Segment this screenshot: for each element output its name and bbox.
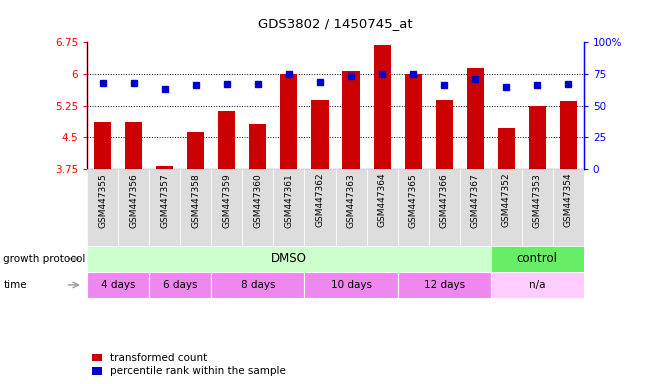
- Text: GDS3802 / 1450745_at: GDS3802 / 1450745_at: [258, 17, 413, 30]
- Bar: [94, 122, 111, 169]
- Bar: [242, 169, 274, 246]
- Bar: [250, 124, 266, 169]
- Bar: [491, 246, 584, 272]
- Bar: [125, 122, 142, 169]
- Text: 10 days: 10 days: [331, 280, 372, 290]
- Bar: [211, 272, 305, 298]
- Bar: [491, 272, 584, 298]
- Bar: [150, 169, 180, 246]
- Bar: [342, 71, 360, 169]
- Text: GSM447353: GSM447353: [533, 173, 541, 228]
- Text: GSM447363: GSM447363: [346, 173, 356, 228]
- Bar: [466, 68, 484, 169]
- Text: control: control: [517, 252, 558, 265]
- Bar: [187, 132, 205, 169]
- Text: GSM447365: GSM447365: [409, 173, 417, 228]
- Bar: [529, 106, 546, 169]
- Text: GSM447355: GSM447355: [98, 173, 107, 228]
- Bar: [553, 169, 584, 246]
- Bar: [87, 169, 118, 246]
- Bar: [218, 111, 236, 169]
- Text: 12 days: 12 days: [423, 280, 465, 290]
- Bar: [150, 272, 211, 298]
- Bar: [211, 169, 242, 246]
- Text: GSM447356: GSM447356: [130, 173, 138, 228]
- Bar: [405, 74, 421, 169]
- Text: GSM447361: GSM447361: [285, 173, 293, 228]
- Bar: [397, 169, 429, 246]
- Text: 8 days: 8 days: [241, 280, 275, 290]
- Text: GSM447358: GSM447358: [191, 173, 201, 228]
- Text: GSM447354: GSM447354: [564, 173, 573, 227]
- Bar: [305, 169, 336, 246]
- Bar: [156, 166, 173, 169]
- Bar: [87, 272, 150, 298]
- Text: GSM447366: GSM447366: [440, 173, 449, 228]
- Text: GSM447359: GSM447359: [222, 173, 231, 228]
- Bar: [560, 101, 577, 169]
- Bar: [522, 169, 553, 246]
- Bar: [274, 169, 305, 246]
- Text: GSM447364: GSM447364: [378, 173, 386, 227]
- Bar: [460, 169, 491, 246]
- Text: 4 days: 4 days: [101, 280, 136, 290]
- Bar: [311, 100, 329, 169]
- Text: time: time: [3, 280, 27, 290]
- Bar: [429, 169, 460, 246]
- Text: growth protocol: growth protocol: [3, 254, 86, 264]
- Legend: transformed count, percentile rank within the sample: transformed count, percentile rank withi…: [93, 353, 286, 376]
- Bar: [498, 127, 515, 169]
- Bar: [397, 272, 491, 298]
- Bar: [491, 169, 522, 246]
- Text: 6 days: 6 days: [163, 280, 197, 290]
- Text: GSM447360: GSM447360: [254, 173, 262, 228]
- Text: DMSO: DMSO: [271, 252, 307, 265]
- Text: n/a: n/a: [529, 280, 546, 290]
- Bar: [180, 169, 211, 246]
- Bar: [118, 169, 150, 246]
- Text: GSM447352: GSM447352: [502, 173, 511, 227]
- Text: GSM447367: GSM447367: [470, 173, 480, 228]
- Bar: [87, 246, 491, 272]
- Text: GSM447357: GSM447357: [160, 173, 169, 228]
- Bar: [305, 272, 397, 298]
- Bar: [374, 45, 391, 169]
- Bar: [435, 100, 453, 169]
- Bar: [280, 74, 297, 169]
- Text: GSM447362: GSM447362: [315, 173, 325, 227]
- Bar: [336, 169, 366, 246]
- Bar: [366, 169, 397, 246]
